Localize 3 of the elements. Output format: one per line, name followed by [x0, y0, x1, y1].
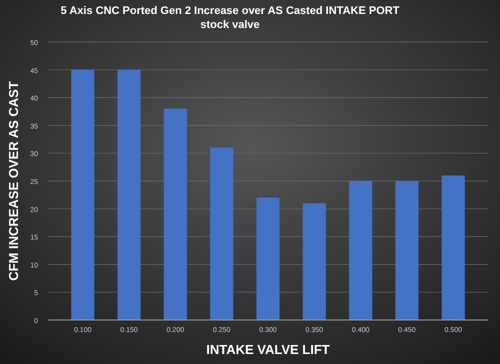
x-axis-title: INTAKE VALVE LIFT: [206, 342, 330, 357]
y-axis-title: CFM INCREASE OVER AS CAST: [6, 81, 21, 281]
chart-title: 5 Axis CNC Ported Gen 2 Increase over AS Casted INTAKE PORT stock valve: [60, 5, 400, 31]
